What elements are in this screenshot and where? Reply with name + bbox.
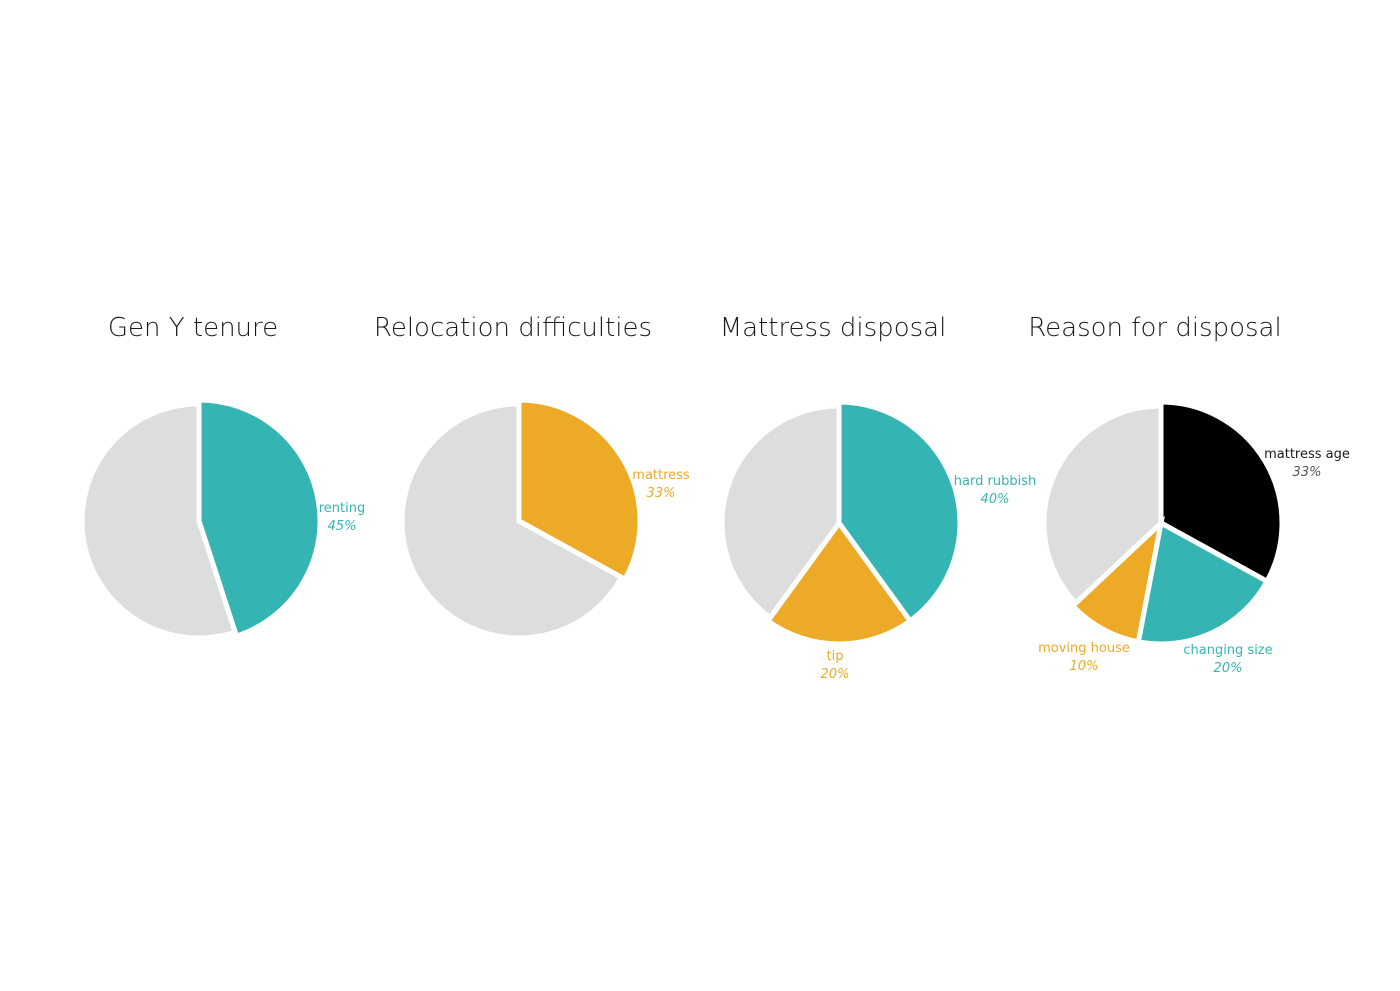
chart-title: Relocation difficulties <box>374 313 652 343</box>
slice-value: 20% <box>1214 661 1243 676</box>
slice-value: 33% <box>1293 465 1322 480</box>
slice-value: 40% <box>981 492 1010 507</box>
chart-title: Gen Y tenure <box>108 313 278 343</box>
pie-slice-remainder <box>1041 403 1164 607</box>
pie-slice-mattress <box>516 397 643 583</box>
chart-title: Mattress disposal <box>720 313 947 343</box>
pie-slice-remainder <box>79 401 239 641</box>
pie-slice-remainder <box>719 403 842 622</box>
pie-slice-mattress-age <box>1158 399 1285 585</box>
pie-chart-4: Reason for disposal mattress age 33% changi… <box>1028 313 1350 676</box>
slice-label: mattress <box>632 468 690 483</box>
pie-chart-2: Relocation difficulties mattress 33% <box>374 313 690 641</box>
pie-slice-renting <box>196 397 323 640</box>
slice-value: 20% <box>821 667 850 682</box>
slice-label: hard rubbish <box>954 474 1036 489</box>
slice-label: tip <box>827 649 844 664</box>
slice-label: changing size <box>1183 643 1272 658</box>
slice-label: moving house <box>1038 641 1130 656</box>
chart-title: Reason for disposal <box>1028 313 1281 343</box>
pie-slice-tip <box>764 518 914 647</box>
pie-slice-hard-rubbish <box>836 399 963 625</box>
pie-slice-remainder <box>399 401 625 641</box>
slice-value: 33% <box>647 486 676 501</box>
pie-chart-3: Mattress disposal hard rubbish 40% tip 20% <box>719 313 1036 682</box>
slice-value: 10% <box>1070 659 1099 674</box>
pie-slice-changing-size <box>1135 519 1271 647</box>
pie-chart-1: Gen Y tenure renting 45% <box>79 313 366 641</box>
slice-label: mattress age <box>1264 447 1350 462</box>
slice-label: renting <box>319 501 366 516</box>
pie-slice-moving-house <box>1069 515 1165 645</box>
slice-value: 45% <box>328 519 357 534</box>
